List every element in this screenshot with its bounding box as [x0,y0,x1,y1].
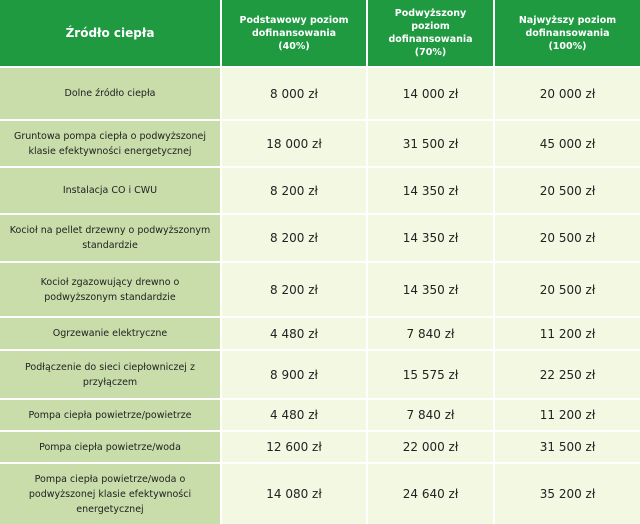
header-text: dofinansowania [251,27,337,39]
amount-cell: 14 350 zł [368,263,493,316]
row-label: Pompa ciepła powietrze/woda o podwyższon… [0,464,220,524]
amount-cell: 14 080 zł [222,464,366,524]
header-text: dofinansowania [525,27,610,39]
row-label: Gruntowa pompa ciepła o podwyższonej kla… [0,121,220,166]
row-label: Ogrzewanie elektryczne [0,318,220,349]
amount-cell: 8 000 zł [222,68,366,119]
amount-cell: 18 000 zł [222,121,366,166]
amount-cell: 14 350 zł [368,215,493,261]
row-label: Pompa ciepła powietrze/woda [0,432,220,462]
header-cell: Podwyższony poziom dofinansowania (70%) [368,0,493,66]
row-label: Kocioł na pellet drzewny o podwyższonym … [0,215,220,261]
amount-cell: 20 500 zł [495,168,640,213]
row-label: Dolne źródło ciepła [0,68,220,119]
header-text: dofinansowania [388,34,473,45]
header-text: Podstawowy poziom [239,14,349,26]
amount-cell: 24 640 zł [368,464,493,524]
amount-cell: 31 500 zł [368,121,493,166]
header-text: (40%) [278,40,310,52]
amount-cell: 4 480 zł [222,318,366,349]
amount-cell: 14 350 zł [368,168,493,213]
amount-cell: 8 200 zł [222,263,366,316]
header-text: (100%) [548,40,587,52]
header-text: Źródło ciepła [65,25,155,40]
amount-cell: 35 200 zł [495,464,640,524]
header-text: Podwyższony [394,8,467,19]
amount-cell: 4 480 zł [222,400,366,430]
header-text: Najwyższy poziom [518,14,617,26]
amount-cell: 45 000 zł [495,121,640,166]
header-cell: Najwyższy poziom dofinansowania (100%) [495,0,640,66]
amount-cell: 14 000 zł [368,68,493,119]
amount-cell: 8 900 zł [222,351,366,398]
amount-cell: 20 000 zł [495,68,640,119]
amount-cell: 11 200 zł [495,400,640,430]
row-label: Kocioł zgazowujący drewno o podwyższonym… [0,263,220,316]
header-text: (70%) [414,47,447,58]
amount-cell: 8 200 zł [222,168,366,213]
amount-cell: 15 575 zł [368,351,493,398]
amount-cell: 22 250 zł [495,351,640,398]
amount-cell: 31 500 zł [495,432,640,462]
amount-cell: 11 200 zł [495,318,640,349]
amount-cell: 8 200 zł [222,215,366,261]
row-label: Podłączenie do sieci ciepłowniczej z prz… [0,351,220,398]
amount-cell: 12 600 zł [222,432,366,462]
amount-cell: 20 500 zł [495,263,640,316]
amount-cell: 7 840 zł [368,318,493,349]
header-text: poziom [411,21,450,32]
amount-cell: 20 500 zł [495,215,640,261]
header-cell: Podstawowy poziom dofinansowania (40%) [222,0,366,66]
row-label: Instalacja CO i CWU [0,168,220,213]
header-cell: Źródło ciepła [0,0,220,66]
amount-cell: 7 840 zł [368,400,493,430]
amount-cell: 22 000 zł [368,432,493,462]
row-label: Pompa ciepła powietrze/powietrze [0,400,220,430]
